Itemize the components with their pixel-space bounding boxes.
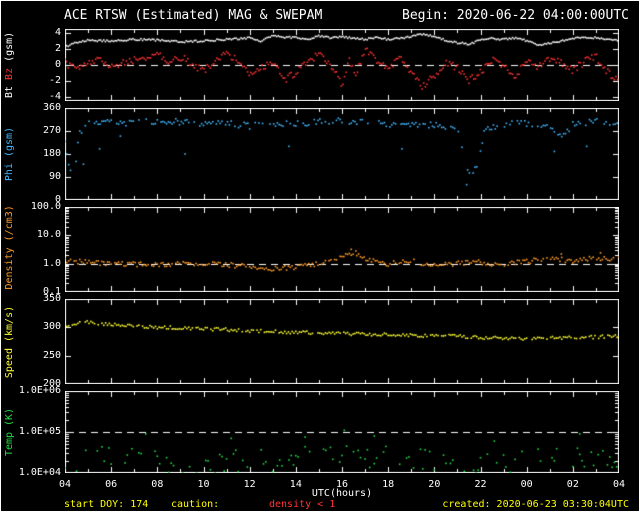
y-tick-label: 0 [54,59,61,70]
y-tick-label: 0.1 [42,286,61,297]
x-tick-label: 06 [105,479,118,490]
panel-plot-temp [65,391,619,473]
y-tick-label: -4 [48,91,61,102]
y-axis-label-speed: Speed(km/s) [2,299,18,384]
panel-plot-speed [65,299,619,384]
x-tick-label: 10 [197,479,210,490]
y-tick-label: 4 [54,27,61,38]
y-tick-label: 1.0E+06 [18,385,61,396]
y-tick-label: 2 [54,43,61,54]
y-axis-label-part: (K) [4,407,15,426]
x-tick-label: 04 [612,479,626,490]
x-tick-label: 00 [520,479,533,490]
x-tick-label: 20 [428,479,441,490]
y-tick-label: 100.0 [30,201,61,212]
y-tick-label: 180 [42,148,61,159]
footer-start-doy: start DOY: 174 [64,499,149,510]
y-axis-label-density: Density(/cm3) [2,205,18,292]
y-tick-label: 10.0 [36,229,61,241]
panel-plot-mag [65,29,619,101]
x-tick-label: 02 [566,479,579,490]
x-tick-label: 14 [289,479,302,490]
y-tick-label: 200 [42,378,61,389]
panel-plot-density [65,207,619,292]
y-tick-label: 1.0E+05 [18,426,61,437]
y-tick-label: 1.0 [42,257,61,269]
footer-created-timestamp: created: 2020-06-23 03:30:04UTC [442,499,629,510]
begin-timestamp: Begin: 2020-06-22 04:00:00UTC [402,8,629,23]
panel-plot-phi [65,108,619,200]
footer-caution-value: density < 1 [269,499,336,510]
y-axis-label-text: Speed(km/s) [4,299,16,384]
x-axis-label: UTC(hours) [311,488,373,499]
chart-title: ACE RTSW (Estimated) MAG & SWEPAM [64,8,323,23]
footer-caution-label: caution: [171,499,220,510]
y-tick-label: 90 [48,171,61,182]
y-tick-label: 270 [42,125,61,136]
y-tick-label: 0 [54,194,61,205]
x-tick-label: 08 [151,479,164,490]
x-tick-label: 18 [382,479,395,490]
x-tick-label: 12 [243,479,256,490]
y-axis-label-text: Density(/cm3) [4,205,16,292]
y-tick-label: 300 [42,321,61,333]
y-tick-label: 350 [42,293,61,304]
y-tick-label: 1.0E+04 [18,467,61,478]
y-tick-label: -2 [48,75,61,86]
x-tick-label: 04 [58,479,72,490]
x-tick-label: 16 [335,479,349,490]
y-tick-label: 360 [42,102,61,113]
y-tick-label: 250 [42,349,61,361]
x-tick-label: 22 [474,479,487,490]
